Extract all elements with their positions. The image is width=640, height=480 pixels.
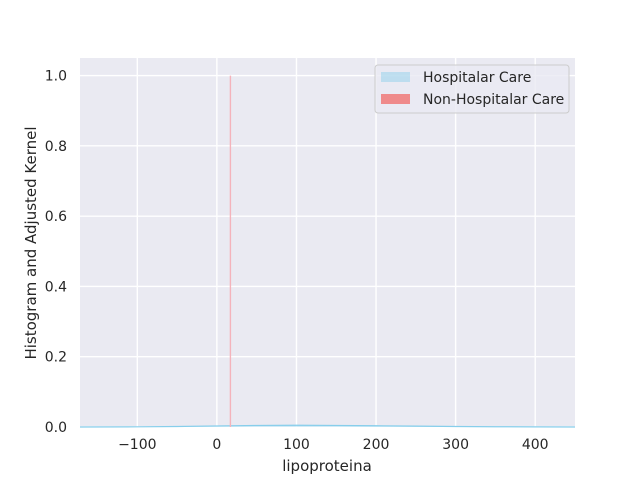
- x-tick-label: 400: [522, 437, 549, 453]
- legend-label: Hospitalar Care: [423, 70, 531, 86]
- grid: [80, 58, 575, 428]
- y-tick-label: 1.0: [45, 69, 67, 85]
- hospitalar-care-kde-line: [79, 424, 576, 428]
- y-tick-label: 0.6: [45, 209, 67, 225]
- x-tick-label: 300: [442, 437, 469, 453]
- plot-background: [80, 58, 575, 427]
- x-axis-ticks: −100 0 100 200 300 400: [118, 437, 549, 453]
- y-tick-label: 0.2: [45, 350, 67, 366]
- y-tick-label: 0.0: [45, 420, 67, 436]
- y-axis-ticks: 0.0 0.2 0.4 0.6 0.8 1.0: [45, 69, 67, 436]
- legend-box: [374, 64, 570, 114]
- y-tick-label: 0.4: [45, 279, 67, 295]
- x-tick-label: 0: [212, 437, 221, 453]
- legend: Hospitalar Care Non-Hospitalar Care: [374, 64, 570, 114]
- legend-swatch: [381, 94, 410, 104]
- x-tick-label: −100: [118, 437, 156, 453]
- x-tick-label: 200: [363, 437, 390, 453]
- x-tick-label: 100: [283, 437, 310, 453]
- y-axis-label: Histogram and Adjusted Kernel: [22, 126, 40, 359]
- series-layer: [79, 75, 576, 428]
- legend-label: Non-Hospitalar Care: [423, 92, 564, 108]
- legend-swatch: [381, 72, 410, 82]
- x-axis-label: lipoproteina: [282, 457, 372, 475]
- y-tick-label: 0.8: [45, 139, 67, 155]
